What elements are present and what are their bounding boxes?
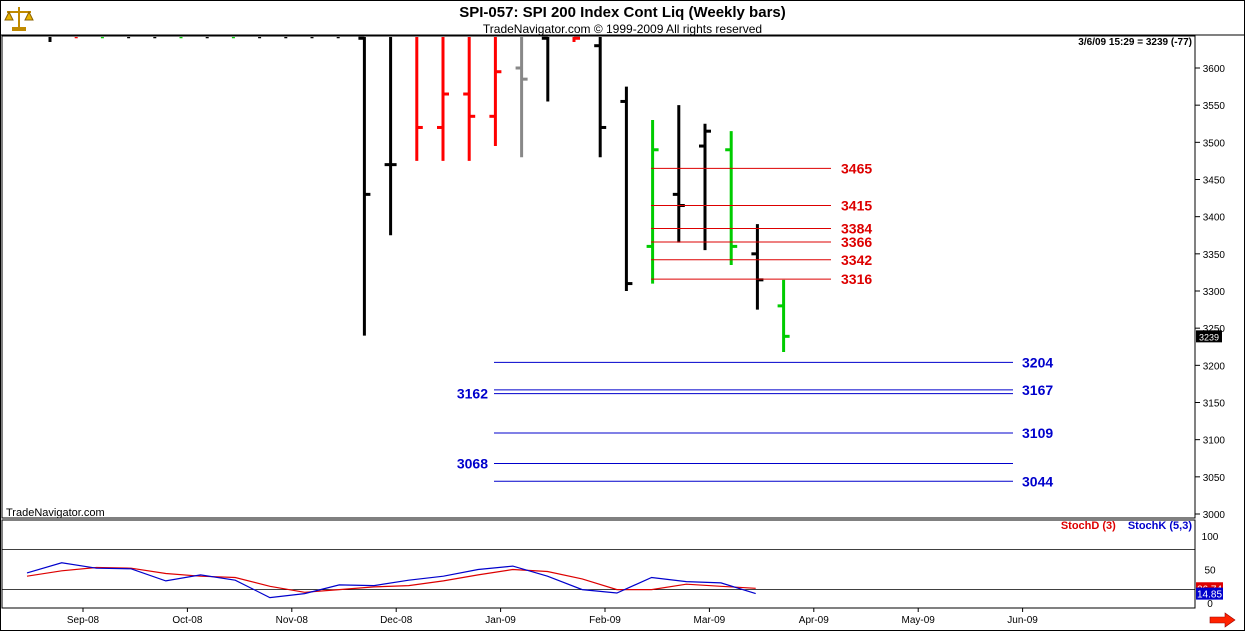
resistance-label: 3342 xyxy=(841,252,872,268)
time-tick-label: Nov-08 xyxy=(276,615,309,626)
price-bars xyxy=(48,36,790,352)
price-tick-label: 3300 xyxy=(1203,287,1226,298)
support-label: 3204 xyxy=(1022,354,1053,370)
stochastic-axis: 0 50 100 xyxy=(2,532,1219,610)
ohlc-bar xyxy=(358,36,371,336)
stoch-tick-label: 50 xyxy=(1204,566,1216,577)
stoch-tick-label: 0 xyxy=(1207,599,1213,610)
ohlc-bar xyxy=(725,131,738,265)
time-tick-label: Dec-08 xyxy=(380,615,413,626)
stoch-series-line xyxy=(26,562,756,599)
price-tick-label: 3250 xyxy=(1203,324,1226,335)
ohlc-bar xyxy=(384,37,397,236)
resistance-label: 3366 xyxy=(841,234,872,250)
price-panel xyxy=(1,35,1196,519)
time-tick-label: May-09 xyxy=(902,615,936,626)
price-tick-label: 3500 xyxy=(1203,138,1226,149)
support-label: 3044 xyxy=(1022,473,1053,489)
stoch-series-line xyxy=(26,566,756,593)
price-tick-label: 3400 xyxy=(1203,213,1226,224)
price-tick-label: 3100 xyxy=(1203,436,1226,447)
legend-stoch-d: StochD (3) xyxy=(1060,520,1116,532)
price-tick-label: 3450 xyxy=(1203,176,1226,187)
ohlc-bar xyxy=(541,36,550,102)
stochastic-legend: StochD (3) StochK (5,3) xyxy=(1049,520,1192,532)
price-tick-label: 3150 xyxy=(1203,399,1226,410)
price-tick-label: 3550 xyxy=(1203,101,1226,112)
price-tick-label: 3050 xyxy=(1203,473,1226,484)
last-price-box xyxy=(1196,330,1222,343)
price-tick-label: 3600 xyxy=(1203,64,1226,75)
ohlc-bar xyxy=(594,37,607,158)
watermark: TradeNavigator.com xyxy=(6,507,105,519)
resistance-label: 3415 xyxy=(841,198,872,214)
scales-logo-icon xyxy=(3,3,36,33)
ohlc-bar xyxy=(437,37,449,161)
stoch-last-box xyxy=(1196,587,1223,600)
time-tick-label: Jan-09 xyxy=(485,615,516,626)
resistance-label: 3465 xyxy=(841,160,872,176)
time-tick-label: Apr-09 xyxy=(799,615,829,626)
support-label: 3162 xyxy=(457,386,488,402)
resistance-label: 3316 xyxy=(841,271,872,287)
chart-subtitle: TradeNavigator.com © 1999-2009 All right… xyxy=(482,22,763,36)
ohlc-bar xyxy=(572,36,580,42)
ohlc-bar xyxy=(463,37,476,161)
stochastic-lines: 26.7414.85 xyxy=(26,562,1223,601)
price-tick-label: 3200 xyxy=(1203,361,1226,372)
ohlc-bar xyxy=(415,37,423,161)
ohlc-bar xyxy=(646,120,659,284)
support-label: 3109 xyxy=(1022,425,1053,441)
stoch-last-label: 14.85 xyxy=(1197,590,1222,601)
time-tick-label: Oct-08 xyxy=(172,615,202,626)
price-tick-label: 3000 xyxy=(1203,510,1226,521)
ohlc-bar xyxy=(515,37,528,158)
time-tick-label: Mar-09 xyxy=(694,615,726,626)
chart-title: SPI-057: SPI 200 Index Cont Liq (Weekly … xyxy=(459,4,786,21)
price-axis: 3000 3050 3100 3150 3200 3250 3300 3350 3400 3450… xyxy=(1195,64,1225,521)
support-label: 3167 xyxy=(1022,382,1053,398)
legend-stoch-k: StochK (5,3) xyxy=(1127,520,1192,532)
last-price-stamp: 3/6/09 15:29 = 3239 (-77) xyxy=(1078,37,1192,48)
time-tick-label: Sep-08 xyxy=(67,615,100,626)
ohlc-bar xyxy=(620,86,633,291)
scroll-right-arrow-icon[interactable] xyxy=(1208,612,1236,628)
last-price-label: 3239 xyxy=(1199,332,1219,342)
stoch-tick-label: 100 xyxy=(1202,532,1219,543)
time-tick-label: Feb-09 xyxy=(589,615,621,626)
time-axis: Sep-08 Oct-08 Nov-08 Dec-08 Jan-09 Feb-09 Mar-… xyxy=(67,608,1038,626)
ohlc-bar xyxy=(751,224,764,310)
ohlc-bar xyxy=(777,279,790,352)
ohlc-bar xyxy=(489,37,502,147)
resistance-label: 3384 xyxy=(841,221,872,237)
price-tick-label: 3350 xyxy=(1203,250,1226,261)
stochastic-panel xyxy=(1,519,1196,609)
time-tick-label: Jun-09 xyxy=(1007,615,1038,626)
support-label: 3068 xyxy=(457,455,488,471)
